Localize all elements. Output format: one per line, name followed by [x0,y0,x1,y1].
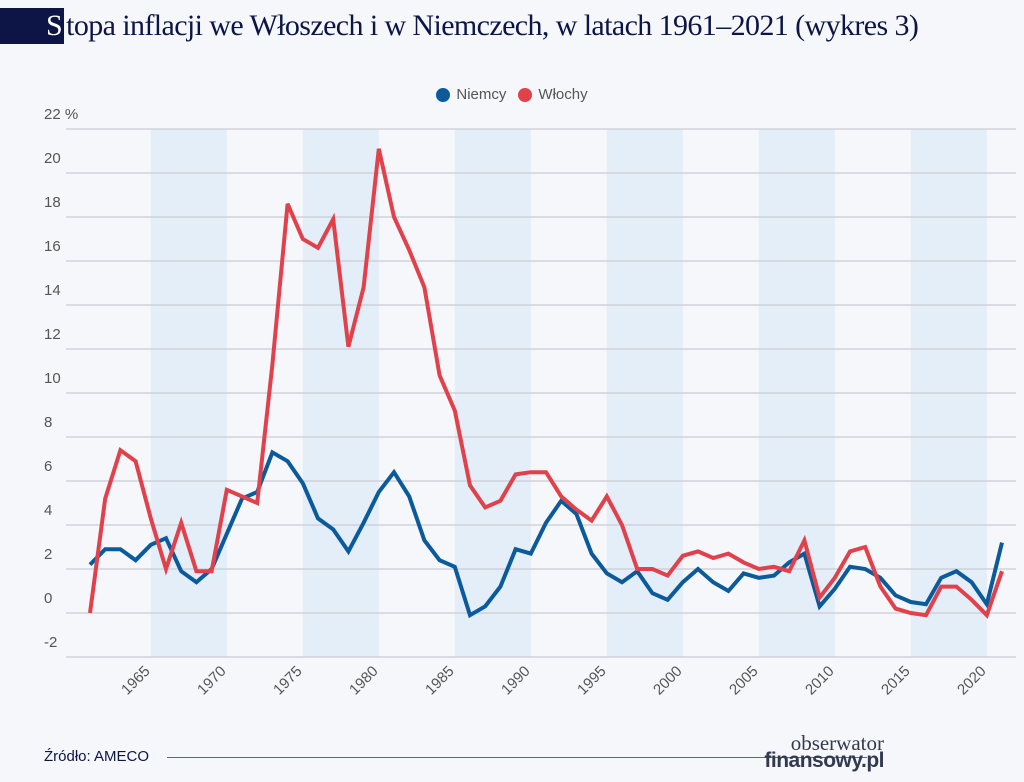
x-tick-label: 1985 [422,663,458,699]
x-tick-label: 1980 [346,663,382,699]
title-text: topa inflacji we Włoszech i w Niemczech,… [66,9,919,42]
x-tick-label: 1995 [574,663,610,699]
x-tick-label: 1965 [118,663,154,699]
legend-label: Niemcy [456,86,507,103]
y-tick-label: 14 [44,282,61,299]
x-tick-label: 1970 [194,663,230,699]
y-tick-label: 6 [44,458,52,475]
y-tick-label: 22 % [44,106,78,123]
footer-divider [167,757,867,758]
y-tick-label: 4 [44,502,52,519]
y-tick-label: 10 [44,370,61,387]
legend-item-wlochy[interactable]: Włochy [518,86,588,103]
x-tick-label: 2000 [650,663,686,699]
y-tick-label: 16 [44,238,61,255]
legend-dot-wlochy [518,87,533,102]
title-initial: S [0,8,65,44]
y-tick-label: -2 [44,634,57,651]
series-line-wlochy [88,148,1004,619]
x-tick-label: 1975 [270,663,306,699]
y-tick-label: 20 [44,150,61,167]
legend-item-niemcy[interactable]: Niemcy [436,86,506,103]
legend: Niemcy Włochy [0,86,1024,103]
y-tick-label: 2 [44,546,52,563]
y-tick-label: 12 [44,326,61,343]
series-line-niemcy [88,449,1004,619]
y-tick-label: 18 [44,194,61,211]
legend-dot-niemcy [436,87,451,102]
logo: obserwator finansowy.pl [764,731,884,772]
x-tick-label: 1990 [498,663,534,699]
x-tick-label: 2020 [954,663,990,699]
y-tick-label: 8 [44,414,52,431]
x-tick-label: 2015 [878,663,914,699]
x-tick-label: 2010 [802,663,838,699]
legend-label: Włochy [538,86,588,103]
source-note: Źródło: AMECO [44,748,150,765]
y-tick-label: 0 [44,590,52,607]
x-tick-label: 2005 [726,663,762,699]
